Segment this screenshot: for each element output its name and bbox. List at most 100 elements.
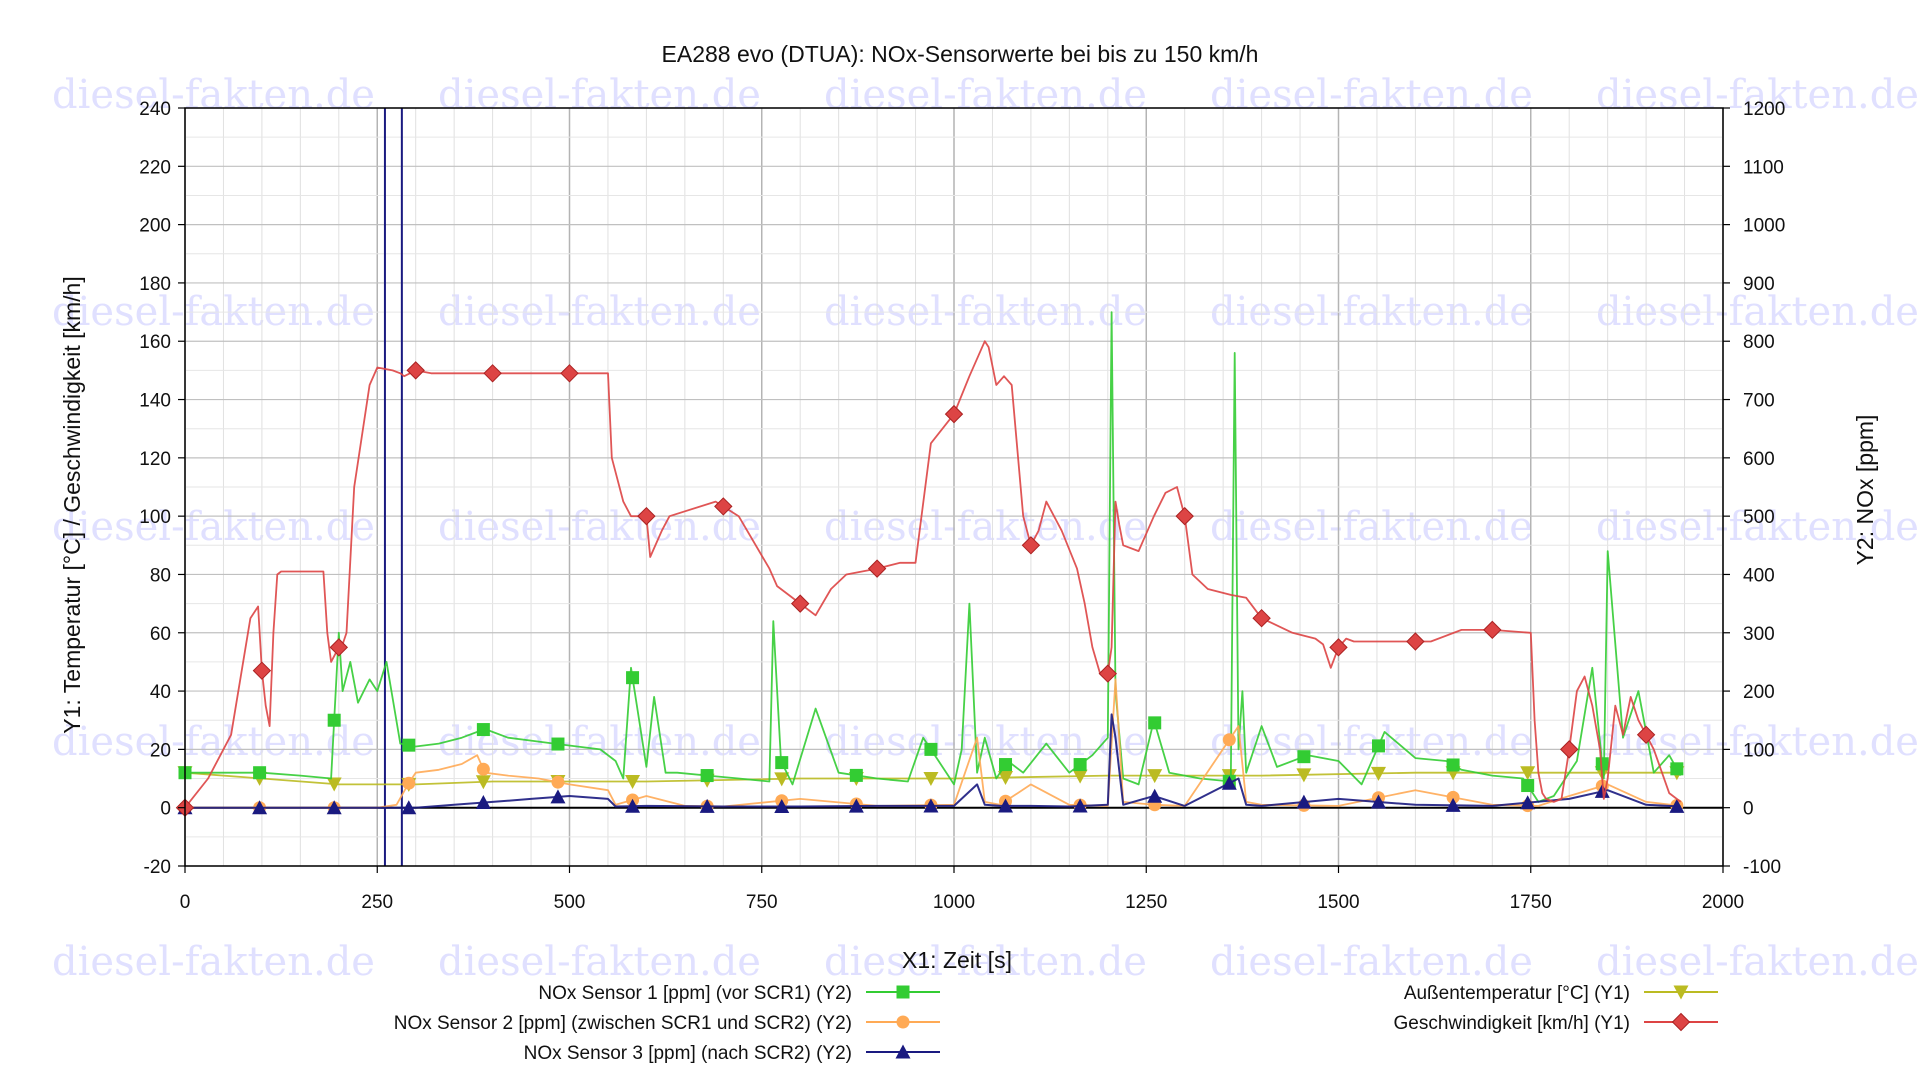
- data-point: [944, 404, 964, 424]
- x-axis-title: X1: Zeit [s]: [902, 947, 1012, 973]
- data-point: [1147, 769, 1163, 784]
- data-point: [1297, 750, 1311, 764]
- chart-title: EA288 evo (DTUA): NOx-Sensorwerte bei bi…: [662, 41, 1259, 67]
- watermark-text: diesel-fakten.de: [824, 72, 1147, 118]
- y1-tick-label: 140: [139, 391, 171, 412]
- legend-marker: [896, 1015, 910, 1029]
- data-point: [1595, 757, 1609, 771]
- data-point: [1175, 506, 1194, 526]
- legend-label: NOx Sensor 1 [ppm] (vor SCR1) (Y2): [538, 983, 852, 1004]
- y2-tick-label: 100: [1743, 740, 1775, 761]
- legend-marker: [896, 985, 910, 999]
- x-tick-label: 1500: [1317, 892, 1359, 913]
- data-point: [867, 559, 887, 578]
- data-point: [625, 774, 641, 789]
- legend-item: NOx Sensor 2 [ppm] (zwischen SCR1 und SC…: [394, 1013, 940, 1034]
- data-point: [551, 737, 565, 751]
- y2-tick-label: 200: [1743, 682, 1775, 703]
- data-point: [483, 364, 502, 383]
- watermark-text: diesel-fakten.de: [52, 939, 375, 985]
- data-point: [924, 742, 938, 756]
- data-point: [998, 771, 1014, 786]
- grid: [184, 107, 1724, 867]
- data-point: [775, 756, 789, 770]
- data-point: [1521, 779, 1535, 793]
- x-tick-label: 500: [554, 892, 586, 913]
- legend-marker: [895, 1044, 911, 1059]
- y2-tick-label: 900: [1743, 274, 1775, 295]
- y2-tick-label: 800: [1743, 332, 1775, 353]
- y1-tick-label: 180: [139, 274, 171, 295]
- data-point: [1148, 716, 1162, 730]
- data-point: [790, 594, 810, 613]
- data-point: [406, 361, 425, 380]
- legend-marker: [1673, 985, 1689, 1000]
- watermark-text: diesel-fakten.de: [1596, 72, 1919, 118]
- data-point: [1483, 620, 1502, 640]
- watermark-text: diesel-fakten.de: [824, 504, 1147, 550]
- data-point: [1329, 638, 1348, 657]
- x-tick-label: 1750: [1510, 892, 1552, 913]
- data-point: [476, 723, 490, 737]
- data-point: [475, 775, 491, 790]
- legend-label: Außentemperatur [°C] (Y1): [1404, 983, 1630, 1004]
- watermark-text: diesel-fakten.de: [1210, 719, 1533, 765]
- data-point: [1221, 775, 1237, 790]
- data-point: [476, 762, 490, 776]
- y1-tick-label: -20: [144, 857, 171, 878]
- y2-tick-label: 0: [1743, 799, 1754, 820]
- legend-item: NOx Sensor 1 [ppm] (vor SCR1) (Y2): [538, 983, 940, 1004]
- data-point: [1370, 766, 1386, 781]
- watermark-text: diesel-fakten.de: [1596, 939, 1919, 985]
- watermark-text: diesel-fakten.de: [52, 72, 375, 118]
- x-tick-label: 750: [746, 892, 778, 913]
- y2-tick-label: 1100: [1743, 157, 1784, 178]
- watermark-text: diesel-fakten.de: [438, 719, 761, 765]
- data-point: [475, 795, 491, 810]
- data-point: [1072, 769, 1088, 784]
- data-point: [637, 506, 656, 526]
- y2-tick-label: 1000: [1743, 216, 1785, 237]
- watermark-text: diesel-fakten.de: [1210, 939, 1533, 985]
- y2-tick-label: 1200: [1743, 99, 1785, 120]
- data-point: [1072, 798, 1088, 813]
- y1-tick-label: 160: [139, 332, 171, 353]
- data-point: [252, 800, 268, 815]
- y1-tick-label: 240: [139, 99, 171, 120]
- data-point: [1021, 536, 1041, 555]
- watermark-text: diesel-fakten.de: [438, 939, 761, 985]
- data-point: [560, 364, 579, 383]
- legend: NOx Sensor 1 [ppm] (vor SCR1) (Y2) NOx Se…: [394, 983, 1718, 1064]
- data-point: [774, 799, 790, 814]
- data-point: [1222, 733, 1236, 747]
- data-point: [1406, 632, 1425, 651]
- series-3: [177, 713, 1685, 815]
- y1-tick-label: 220: [139, 157, 171, 178]
- data-point: [998, 798, 1014, 813]
- legend-item: NOx Sensor 3 [ppm] (nach SCR2) (Y2): [524, 1043, 940, 1064]
- y1-tick-label: 60: [150, 624, 171, 645]
- data-point: [401, 800, 417, 815]
- legend-label: NOx Sensor 2 [ppm] (zwischen SCR1 und SC…: [394, 1013, 852, 1034]
- data-point: [329, 638, 349, 657]
- series-line: [184, 771, 1681, 786]
- legend-marker: [1671, 1012, 1691, 1032]
- x-tick-label: 1250: [1125, 892, 1167, 913]
- watermark-layer: diesel-fakten.de diesel-fakten.de diesel-f…: [52, 72, 1919, 985]
- x-tick-label: 0: [180, 892, 191, 913]
- data-point: [700, 769, 714, 783]
- tick-labels: 0 250 500 750 1000 1250 1500 1750 2000-200204060…: [139, 99, 1785, 913]
- data-point: [1520, 766, 1536, 781]
- y1-tick-label: 200: [139, 216, 171, 237]
- data-point: [625, 798, 641, 813]
- data-point: [550, 789, 566, 804]
- data-point: [1296, 768, 1312, 783]
- data-point: [1445, 797, 1461, 812]
- y2-tick-label: -100: [1743, 857, 1781, 878]
- x-tick-label: 2000: [1702, 892, 1744, 913]
- data-point: [999, 758, 1013, 772]
- data-point: [326, 800, 342, 815]
- data-point: [1446, 758, 1460, 772]
- y1-tick-label: 120: [139, 449, 171, 470]
